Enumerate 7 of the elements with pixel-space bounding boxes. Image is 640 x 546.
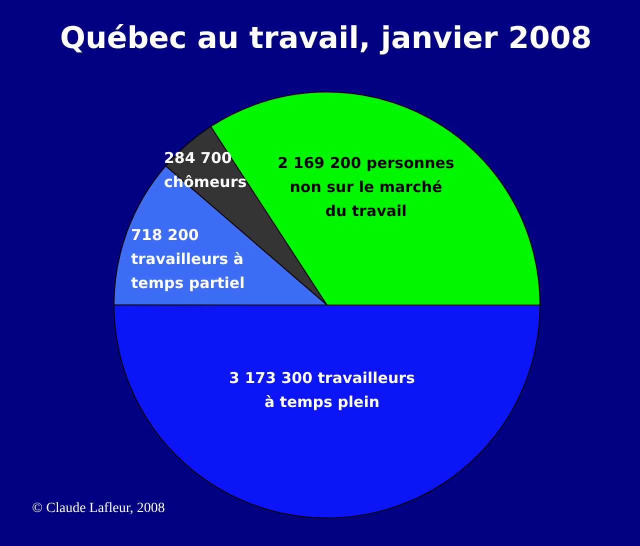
slice-label: 3 173 300 travailleurs à temps plein [229,369,416,411]
chart-title: Québec au travail, janvier 2008 [60,21,592,56]
slice-label: 2 169 200 personnes non sur le marché du travail [278,154,454,220]
data-label: 284 700 [164,149,232,167]
text: © Claude Lafleur, 2008 [32,501,165,516]
slice-label: travailleurs à temps partiel [131,250,245,292]
data-label: 718 200 [131,226,199,244]
